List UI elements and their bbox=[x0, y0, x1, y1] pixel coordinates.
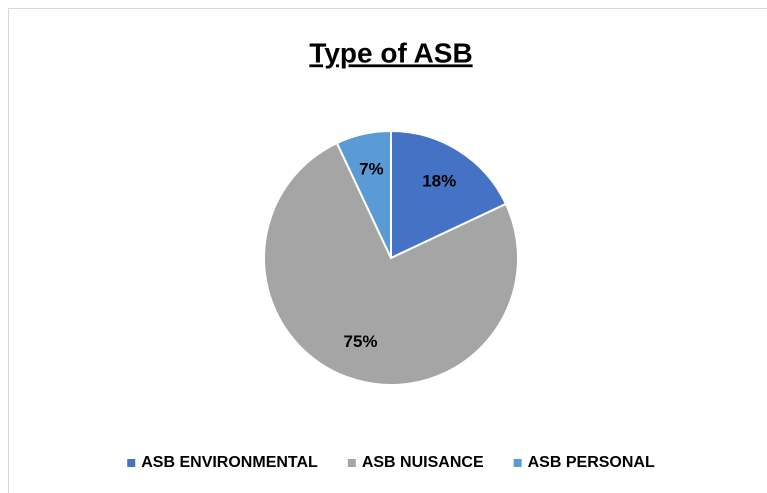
chart-title: Type of ASB bbox=[309, 37, 472, 68]
legend-label: ASB PERSONAL bbox=[528, 454, 655, 471]
legend-label: ASB NUISANCE bbox=[362, 454, 484, 471]
legend-marker bbox=[347, 459, 356, 467]
data-label: 7% bbox=[359, 160, 384, 179]
legend-marker bbox=[513, 459, 522, 467]
data-label: 18% bbox=[422, 171, 456, 190]
pie-slice bbox=[263, 141, 519, 386]
pie-slice bbox=[335, 129, 392, 259]
legend-label: ASB ENVIRONMENTAL bbox=[141, 454, 318, 471]
chart-border bbox=[8, 8, 767, 493]
data-label: 75% bbox=[343, 332, 377, 351]
pie-slice bbox=[390, 129, 508, 260]
legend-marker bbox=[127, 459, 136, 467]
